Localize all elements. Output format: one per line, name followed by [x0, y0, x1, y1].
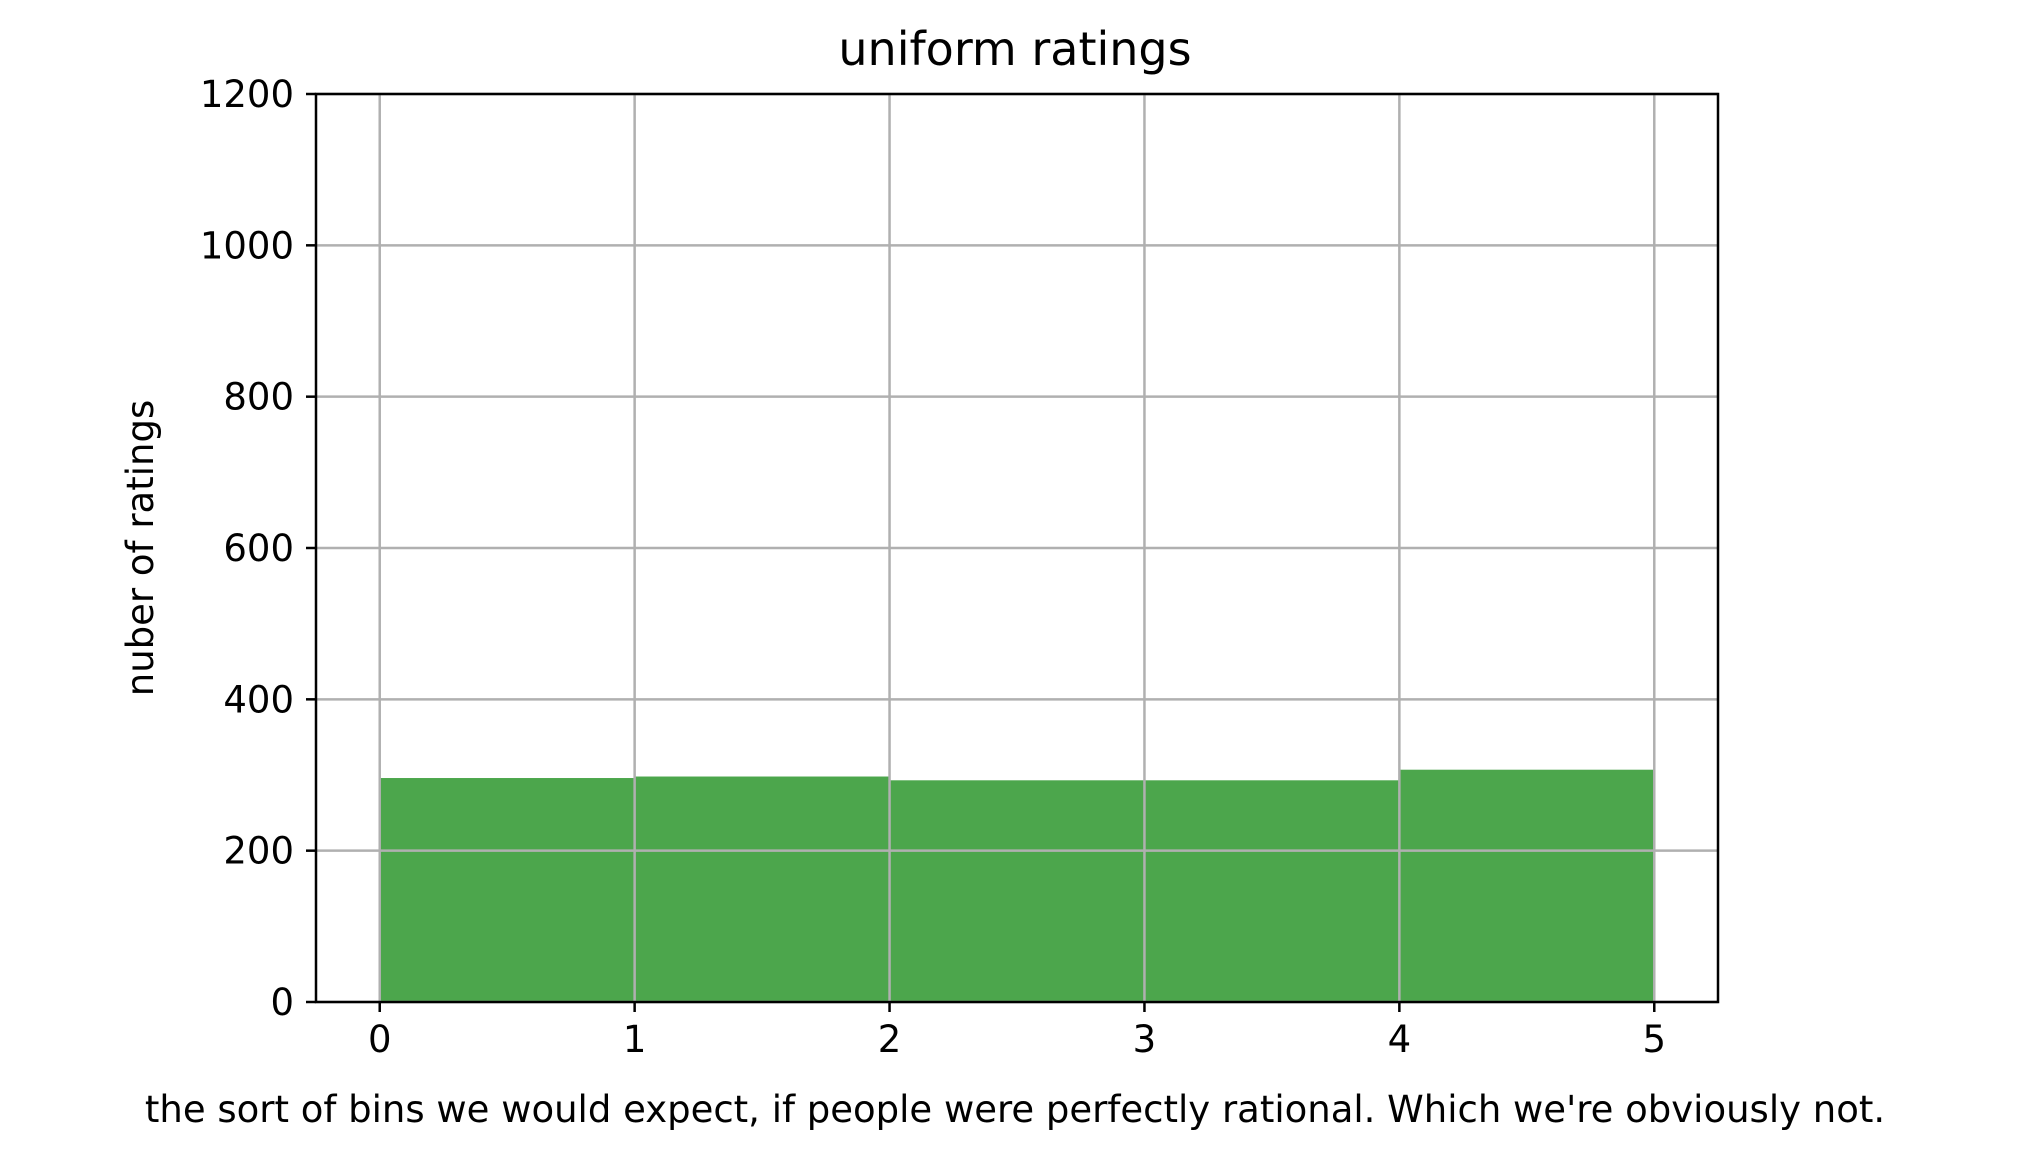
x-tick-label-4: 4 — [1388, 1018, 1412, 1061]
histogram-bar-0 — [379, 778, 635, 1002]
y-tick-label-5: 1000 — [200, 224, 294, 267]
y-tick-label-0: 0 — [270, 981, 294, 1024]
y-tick-label-1: 200 — [223, 830, 294, 873]
chart-title: uniform ratings — [838, 22, 1191, 76]
histogram-bar-1 — [634, 776, 890, 1002]
histogram-bar-3 — [1144, 780, 1400, 1002]
x-tick-label-1: 1 — [623, 1018, 647, 1061]
y-tick-label-6: 1200 — [200, 73, 294, 116]
y-axis-ticks: 0 200 400 600 800 1000 1200 — [200, 73, 316, 1024]
x-tick-label-2: 2 — [878, 1018, 902, 1061]
x-axis-ticks: 0 1 2 3 4 5 — [368, 1002, 1666, 1061]
histogram-bar-2 — [889, 780, 1145, 1002]
x-tick-label-3: 3 — [1133, 1018, 1157, 1061]
y-tick-label-4: 800 — [223, 376, 294, 419]
bars-group — [379, 769, 1655, 1002]
y-tick-label-3: 600 — [223, 527, 294, 570]
x-tick-label-5: 5 — [1642, 1018, 1666, 1061]
x-axis-label: the sort of bins we would expect, if peo… — [145, 1088, 1885, 1131]
x-tick-label-0: 0 — [368, 1018, 392, 1061]
histogram-bar-4 — [1399, 769, 1655, 1002]
y-axis-label: nuber of ratings — [119, 400, 162, 696]
y-tick-label-2: 400 — [223, 678, 294, 721]
